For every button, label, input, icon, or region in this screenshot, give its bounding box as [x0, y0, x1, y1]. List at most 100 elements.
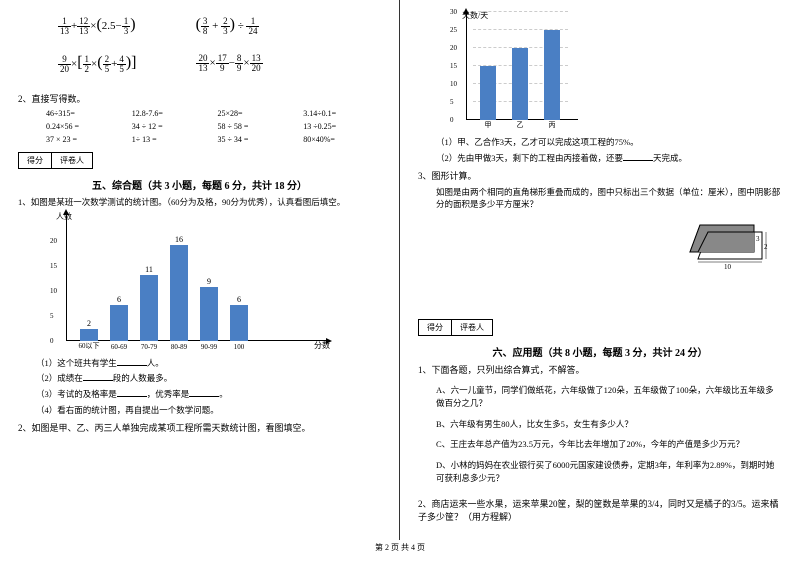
q3-title: 3、图形计算。 [418, 169, 782, 182]
bar: 丙 [544, 30, 560, 120]
q1-title: 1、下面各题，只列出综合算式，不解答。 [418, 363, 782, 376]
bar-value: 9 [207, 277, 211, 286]
bar-item: 1170-79 [140, 275, 158, 341]
arrow-up-icon [63, 209, 69, 215]
bar-x-label: 90-99 [201, 343, 217, 351]
bar-item: 990-99 [200, 287, 218, 341]
math-expr: 113+1213×(2.5−13) [58, 16, 136, 36]
bar: 660-69 [110, 305, 128, 341]
score-box: 得分 评卷人 [18, 152, 93, 169]
sub-question: （1）甲、乙合作3天，乙才可以完成这项工程的75%。 [436, 136, 782, 149]
calc-item: 80×40%= [303, 135, 381, 144]
shape-label: 10 [724, 263, 732, 271]
section-6-title: 六、应用题（共 8 小题，每题 3 分，共计 24 分） [418, 344, 782, 359]
y-tick: 0 [450, 116, 454, 124]
bar-item: 丙 [544, 30, 560, 120]
shape-label: 3 [756, 235, 760, 243]
chart-1: 人数 分数 05101520 260以下660-691170-791680-89… [48, 213, 381, 353]
bar-value: 6 [117, 295, 121, 304]
math-row-1: 113+1213×(2.5−13) (38 + 23) ÷ 124 [58, 16, 381, 36]
q2-title: 2、直接写得数。 [18, 92, 381, 105]
math-expr: 920×[12×(25+45)] [58, 54, 136, 74]
bar-x-label: 70-79 [141, 343, 157, 351]
gridline [473, 11, 568, 12]
bar-value: 16 [175, 235, 183, 244]
y-tick: 15 [50, 262, 57, 270]
y-tick: 20 [50, 237, 57, 245]
page: 113+1213×(2.5−13) (38 + 23) ÷ 124 920×[1… [0, 0, 800, 540]
bar: 1170-79 [140, 275, 158, 341]
score-label: 得分 [19, 153, 52, 168]
math-expr: (38 + 23) ÷ 124 [196, 16, 260, 36]
left-column: 113+1213×(2.5−13) (38 + 23) ÷ 124 920×[1… [0, 0, 400, 540]
sub-question: （4）看右面的统计图，再自提出一个数学问题。 [36, 404, 381, 417]
calc-grid: 46÷315=12.8-7.6=25×28=3.14÷0.1=0.24×56 =… [46, 109, 381, 144]
bar: 1680-89 [170, 245, 188, 341]
chart-2: 天数/天 051015202530 甲乙丙 [428, 12, 782, 132]
arrow-right-icon [326, 338, 332, 344]
calc-item: 1÷ 13 = [132, 135, 210, 144]
sub-question: （2）先由甲做3天，剩下的工程由丙接着做，还要天完成。 [436, 152, 782, 165]
trapezoid-shape: 3 2 10 [682, 217, 772, 277]
y-tick: 25 [450, 26, 457, 34]
q1-item: D、小林的妈妈在农业银行买了6000元国家建设债券，定期3年，年利率为2.89%… [436, 459, 782, 485]
q1-item: B、六年级有男生80人，比女生多5，女生有多少人？ [436, 418, 782, 431]
y-tick: 0 [50, 337, 54, 345]
q1-item: C、王庄去年总产值为23.5万元，今年比去年增加了20%，今年的产值是多少万元？ [436, 438, 782, 451]
sub-question: （2）成绩在段的人数最多。 [36, 372, 381, 385]
calc-item: 3.14÷0.1= [303, 109, 381, 118]
y-tick: 15 [450, 62, 457, 70]
chart1-question: 1、如图是某班一次数学测试的统计图。（60分为及格，90分为优秀），认真看图后填… [18, 196, 381, 209]
bar-item: 660-69 [110, 305, 128, 341]
bar: 990-99 [200, 287, 218, 341]
bar-x-label: 60-69 [111, 343, 127, 351]
q2-text: 2、商店运来一些水果，运来苹果20筐，梨的筐数是苹果的3/4，同时又是橘子的3/… [418, 497, 782, 523]
bar-value: 2 [87, 319, 91, 328]
y-tick: 5 [450, 98, 454, 106]
bar-x-label: 甲 [485, 120, 492, 130]
page-footer: 第 2 页 共 4 页 [0, 540, 800, 553]
arrow-up-icon [463, 8, 469, 14]
q3-text: 如图是由两个相同的直角梯形重叠而成的，图中只标出三个数据（单位：厘米），图中阴影… [436, 186, 782, 212]
math-expr: 2013×179−89×1320 [196, 54, 262, 74]
y-tick: 10 [50, 287, 57, 295]
bar-x-label: 丙 [549, 120, 556, 130]
bar-item: 6100 [230, 305, 248, 341]
bar-item: 甲 [480, 66, 496, 120]
bar: 乙 [512, 48, 528, 120]
bar: 260以下 [80, 329, 98, 341]
bar-item: 260以下 [80, 329, 98, 341]
score-label: 得分 [419, 320, 452, 335]
calc-item: 13 ÷0.25= [303, 122, 381, 131]
calc-item: 58 ÷ 58 = [218, 122, 296, 131]
y-tick: 10 [450, 80, 457, 88]
sub-question: （3）考试的及格率是，优秀率是。 [36, 388, 381, 401]
math-row-2: 920×[12×(25+45)] 2013×179−89×1320 [58, 54, 381, 74]
calc-item: 25×28= [218, 109, 296, 118]
q2b: 2、如图是甲、乙、丙三人单独完成某项工程所需天数统计图，看图填空。 [18, 421, 381, 434]
calc-item: 12.8-7.6= [132, 109, 210, 118]
y-tick: 30 [450, 8, 457, 16]
bar-value: 11 [145, 265, 153, 274]
bar-value: 6 [237, 295, 241, 304]
y-tick: 5 [50, 312, 54, 320]
bar-x-label: 60以下 [79, 341, 100, 351]
bar-item: 乙 [512, 48, 528, 120]
shape-svg: 3 2 10 [682, 217, 772, 277]
calc-item: 35 ÷ 34 = [218, 135, 296, 144]
marker-label: 评卷人 [452, 320, 492, 335]
right-column: 天数/天 051015202530 甲乙丙 （1）甲、乙合作3天，乙才可以完成这… [400, 0, 800, 540]
bar-x-label: 乙 [517, 120, 524, 130]
calc-item: 46÷315= [46, 109, 124, 118]
bar: 甲 [480, 66, 496, 120]
calc-item: 37 × 23 = [46, 135, 124, 144]
q1-item: A、六一儿童节，同学们做纸花，六年级做了120朵，五年级做了100朵，六年级比五… [436, 384, 782, 410]
score-box: 得分 评卷人 [418, 319, 493, 336]
marker-label: 评卷人 [52, 153, 92, 168]
bar: 6100 [230, 305, 248, 341]
y-tick: 20 [450, 44, 457, 52]
bar-x-label: 80-89 [171, 343, 187, 351]
section-5-title: 五、综合题（共 3 小题，每题 6 分，共计 18 分） [18, 177, 381, 192]
calc-item: 34 ÷ 12 = [132, 122, 210, 131]
bar-x-label: 100 [234, 343, 245, 351]
